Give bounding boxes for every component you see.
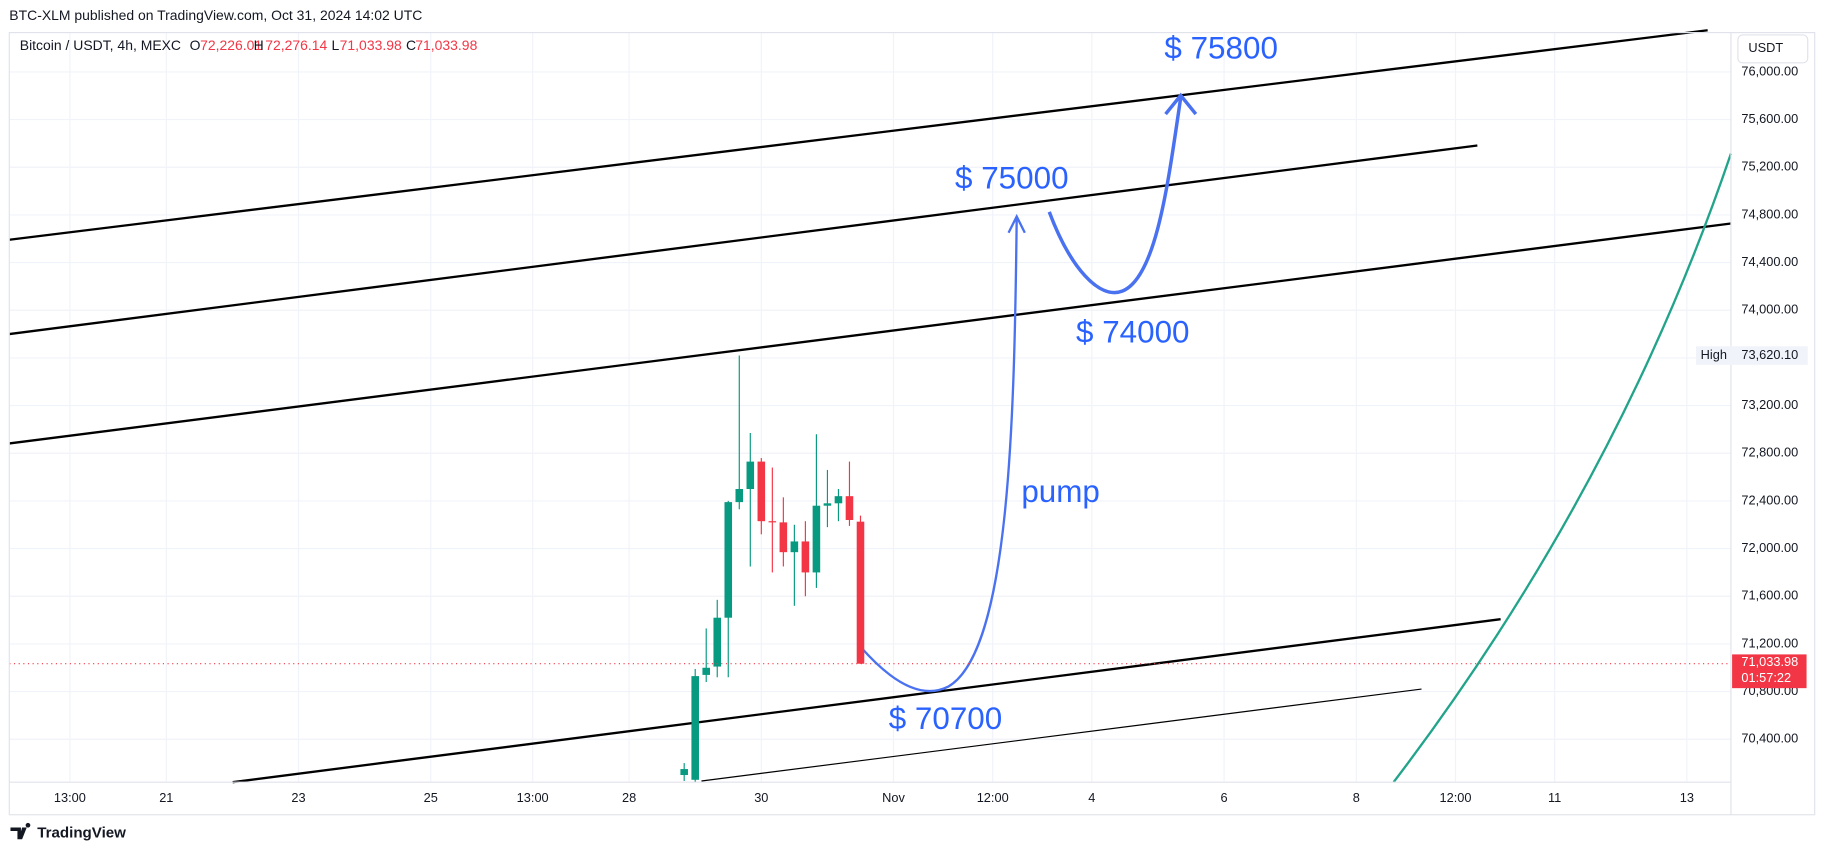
footer-brand: TradingView xyxy=(37,824,126,841)
candle-body xyxy=(856,521,865,664)
candle-body xyxy=(735,489,744,503)
y-tick-label: 74,800.00 xyxy=(1741,206,1798,221)
low-value: 71,033.98 xyxy=(340,37,402,53)
y-tick-label: 73,200.00 xyxy=(1741,397,1798,412)
annotation: $ 75000 xyxy=(955,161,1068,196)
candle-body xyxy=(702,667,711,675)
countdown: 01:57:22 xyxy=(1741,670,1791,685)
annotation: $ 70700 xyxy=(889,701,1002,736)
y-tick-label: 76,000.00 xyxy=(1741,63,1798,78)
x-tick-label: 21 xyxy=(159,790,173,805)
candles xyxy=(9,355,1731,783)
high-marker: High xyxy=(1701,347,1727,362)
y-tick-label: 70,400.00 xyxy=(1741,731,1798,746)
y-tick-label: 75,600.00 xyxy=(1741,111,1798,126)
arrow-head xyxy=(1164,92,1198,116)
trend-line xyxy=(9,144,1478,336)
candle-body xyxy=(801,541,810,573)
x-tick-label: 13:00 xyxy=(54,790,86,805)
x-tick-label: 30 xyxy=(754,790,768,805)
open-value: 72,226.01 xyxy=(200,37,262,53)
close-value: 71,033.98 xyxy=(415,37,477,53)
currency[interactable]: USDT xyxy=(1748,40,1783,55)
last-price-box xyxy=(1732,654,1807,689)
y-tick-label: 72,000.00 xyxy=(1741,540,1798,555)
x-tick-label: Nov xyxy=(882,790,905,805)
y-tick-label: 74,000.00 xyxy=(1741,302,1798,317)
y-tick-label: 75,200.00 xyxy=(1741,159,1798,174)
candle-body xyxy=(845,496,854,520)
trend-line xyxy=(9,29,1708,241)
x-tick-label: 4 xyxy=(1088,790,1095,805)
projection-path xyxy=(1047,97,1183,295)
candle-body xyxy=(757,461,766,522)
candle-body xyxy=(691,676,699,780)
x-tick-label: 13 xyxy=(1680,790,1694,805)
y-tick-label: 71,200.00 xyxy=(1741,635,1798,650)
x-tick-label: 12:00 xyxy=(977,790,1009,805)
candle-body xyxy=(680,769,688,776)
candle-body xyxy=(713,617,722,667)
candle-body xyxy=(812,505,821,573)
candle-body xyxy=(746,461,755,490)
x-tick-label: 23 xyxy=(291,790,305,805)
symbol: Bitcoin / USDT, 4h, MEXC xyxy=(20,37,181,53)
axes: 70,400.0070,800.0071,200.0071,600.0072,0… xyxy=(8,32,1816,816)
l-key: L xyxy=(332,37,340,53)
candle-body xyxy=(779,522,788,553)
annotation: $ 75800 xyxy=(1164,30,1277,65)
c-key: C xyxy=(406,37,416,53)
high-label: 73,620.10 xyxy=(1741,347,1798,362)
last-price-label: 71,033.98 xyxy=(1741,654,1798,669)
x-tick-label: 28 xyxy=(622,790,636,805)
trend-line xyxy=(232,618,1501,784)
drawings xyxy=(9,29,1733,784)
x-tick-label: 12:00 xyxy=(1439,790,1471,805)
frame xyxy=(8,32,1816,816)
published-note: BTC-XLM published on TradingView.com, Oc… xyxy=(9,7,422,23)
y-tick-label: 74,400.00 xyxy=(1741,254,1798,269)
o-key: O xyxy=(190,37,201,53)
candle-body xyxy=(768,521,777,523)
annotation: pump xyxy=(1021,474,1100,509)
annotation: $ 74000 xyxy=(1076,314,1189,349)
arrow-head xyxy=(1007,213,1026,234)
x-tick-label: 25 xyxy=(424,790,438,805)
x-tick-label: 6 xyxy=(1221,790,1228,805)
logo xyxy=(10,822,31,840)
candle-body xyxy=(724,502,733,618)
h-key: H xyxy=(254,37,264,53)
trend-line xyxy=(9,222,1732,445)
y-tick-label: 72,800.00 xyxy=(1741,445,1798,460)
high-box xyxy=(1696,346,1808,365)
x-tick-label: 13:00 xyxy=(517,790,549,805)
projection-path xyxy=(859,218,1018,693)
candle-body xyxy=(834,496,843,504)
x-tick-label: 8 xyxy=(1353,790,1360,805)
candle-body xyxy=(790,541,799,553)
currency-button[interactable] xyxy=(1737,34,1809,64)
high-value: 72,276.14 xyxy=(265,37,327,53)
x-tick-label: 11 xyxy=(1548,790,1561,805)
y-tick-label: 72,400.00 xyxy=(1741,492,1798,507)
y-tick-label: 71,600.00 xyxy=(1741,588,1798,603)
candle-body xyxy=(823,503,832,506)
curve xyxy=(1392,153,1733,783)
trend-line xyxy=(701,688,1422,782)
